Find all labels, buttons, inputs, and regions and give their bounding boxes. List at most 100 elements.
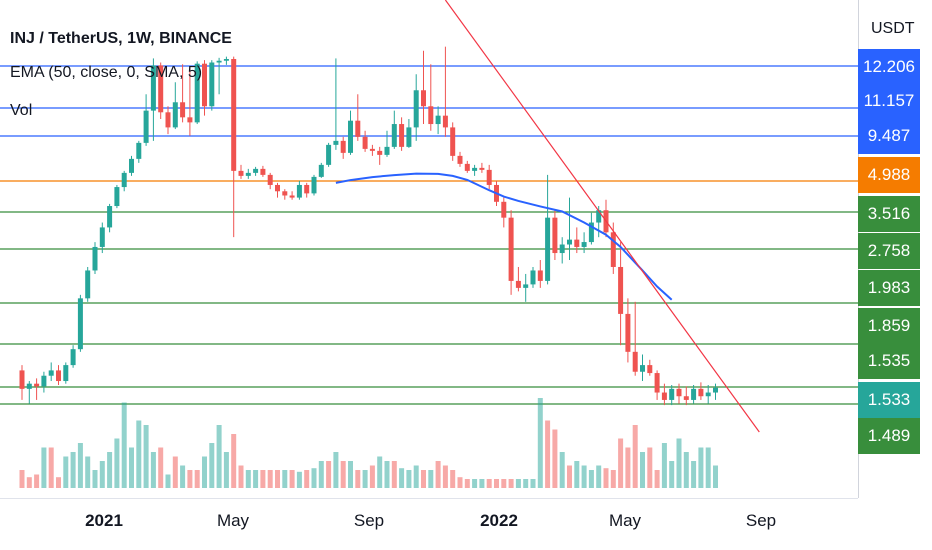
- volume-bar: [231, 434, 237, 488]
- candle-body: [384, 146, 390, 155]
- candle-body: [632, 351, 638, 372]
- candle-body: [34, 383, 40, 387]
- candle-body: [661, 392, 667, 400]
- volume-bar: [421, 470, 426, 488]
- price-level-label[interactable]: 2.758: [858, 233, 920, 269]
- volume-bar: [530, 479, 536, 488]
- volume-bar: [99, 461, 105, 488]
- candle-body: [610, 232, 616, 267]
- candle-body: [348, 120, 353, 153]
- price-level-label[interactable]: 3.516: [858, 196, 920, 232]
- volume-bar: [136, 420, 142, 488]
- volume-bar: [691, 461, 697, 488]
- candle-body: [669, 388, 675, 400]
- candle-body: [691, 388, 697, 400]
- volume-bar: [377, 456, 383, 488]
- volume-bar: [296, 471, 302, 488]
- volume-bar: [260, 470, 266, 488]
- candle-body: [209, 62, 215, 107]
- candle-body: [676, 388, 682, 397]
- candle-body: [355, 120, 361, 137]
- symbol-legend[interactable]: INJ / TetherUS, 1W, BINANCE: [10, 30, 232, 47]
- candle-body: [26, 383, 32, 389]
- volume-bar: [442, 465, 448, 488]
- volume-bar: [362, 470, 368, 488]
- candle-body: [530, 270, 536, 285]
- candle-body: [391, 124, 397, 147]
- price-level-label[interactable]: 1.859: [858, 308, 920, 344]
- time-axis-label: 2021: [85, 511, 123, 530]
- volume-bar: [472, 479, 478, 488]
- volume-bar: [464, 479, 470, 488]
- candle-body: [399, 124, 405, 147]
- candle-body: [501, 201, 507, 218]
- volume-bar: [369, 465, 375, 488]
- price-level-label[interactable]: 12.206: [858, 49, 920, 85]
- candle-body: [479, 167, 485, 170]
- volume-bar: [165, 474, 171, 488]
- volume-bar: [581, 465, 587, 488]
- price-level-label[interactable]: 1.535: [858, 343, 920, 379]
- volume-bar: [676, 438, 682, 488]
- candle-body: [537, 270, 543, 281]
- price-level-label[interactable]: 11.157: [858, 83, 920, 119]
- volume-bar: [172, 456, 178, 488]
- volume-bar: [428, 470, 434, 488]
- trendline-layer: [444, 0, 760, 433]
- volume-bar: [194, 470, 200, 488]
- volume-bar: [107, 452, 113, 488]
- price-level-label[interactable]: 1.533: [858, 382, 920, 418]
- volume-bar: [698, 447, 704, 488]
- candle-body: [63, 365, 69, 382]
- currency-label[interactable]: USDT: [871, 20, 915, 37]
- price-level-label[interactable]: 1.983: [858, 270, 920, 306]
- volume-bar: [669, 461, 675, 488]
- volume-bars: [19, 398, 718, 488]
- volume-bar: [552, 429, 558, 488]
- price-level-label[interactable]: 9.487: [858, 118, 920, 154]
- volume-bar: [41, 447, 47, 488]
- volume-bar: [610, 470, 616, 488]
- volume-legend[interactable]: Vol: [10, 102, 33, 119]
- volume-bar: [223, 452, 229, 488]
- volume-bar: [63, 456, 69, 488]
- candle-body: [698, 388, 704, 397]
- candle-body: [180, 102, 186, 118]
- volume-bar: [209, 443, 215, 488]
- candle-body: [143, 110, 149, 143]
- volume-bar: [56, 477, 61, 488]
- volume-bar: [545, 420, 551, 488]
- candle-body: [362, 136, 368, 149]
- ema-legend[interactable]: EMA (50, close, 0, SMA, 5): [10, 64, 203, 81]
- time-axis-border: [0, 498, 858, 499]
- volume-bar: [143, 425, 149, 488]
- volume-bar: [114, 438, 120, 488]
- candle-body: [70, 349, 76, 366]
- volume-bar: [391, 461, 397, 488]
- volume-bar: [457, 477, 463, 488]
- price-level-label[interactable]: 4.988: [858, 157, 920, 193]
- candle-body: [464, 163, 470, 171]
- volume-bar: [70, 452, 76, 488]
- candle-body: [683, 396, 689, 400]
- volume-bar: [640, 452, 645, 488]
- volume-bar: [77, 443, 83, 488]
- candle-body: [267, 174, 273, 185]
- candle-body: [457, 155, 463, 164]
- candle-body: [442, 115, 448, 128]
- volume-bar: [275, 470, 280, 488]
- candle-body: [231, 58, 237, 171]
- candle-body: [136, 142, 142, 159]
- candle-body: [194, 63, 200, 123]
- ema-series: [335, 172, 673, 301]
- volume-bar: [603, 468, 609, 488]
- volume-bar: [479, 479, 485, 488]
- price-level-label[interactable]: 1.489: [858, 418, 920, 454]
- candle-body: [574, 239, 580, 247]
- volume-bar: [399, 468, 405, 488]
- candle-body: [625, 313, 631, 352]
- volume-bar: [705, 447, 711, 488]
- volume-bar: [340, 461, 346, 488]
